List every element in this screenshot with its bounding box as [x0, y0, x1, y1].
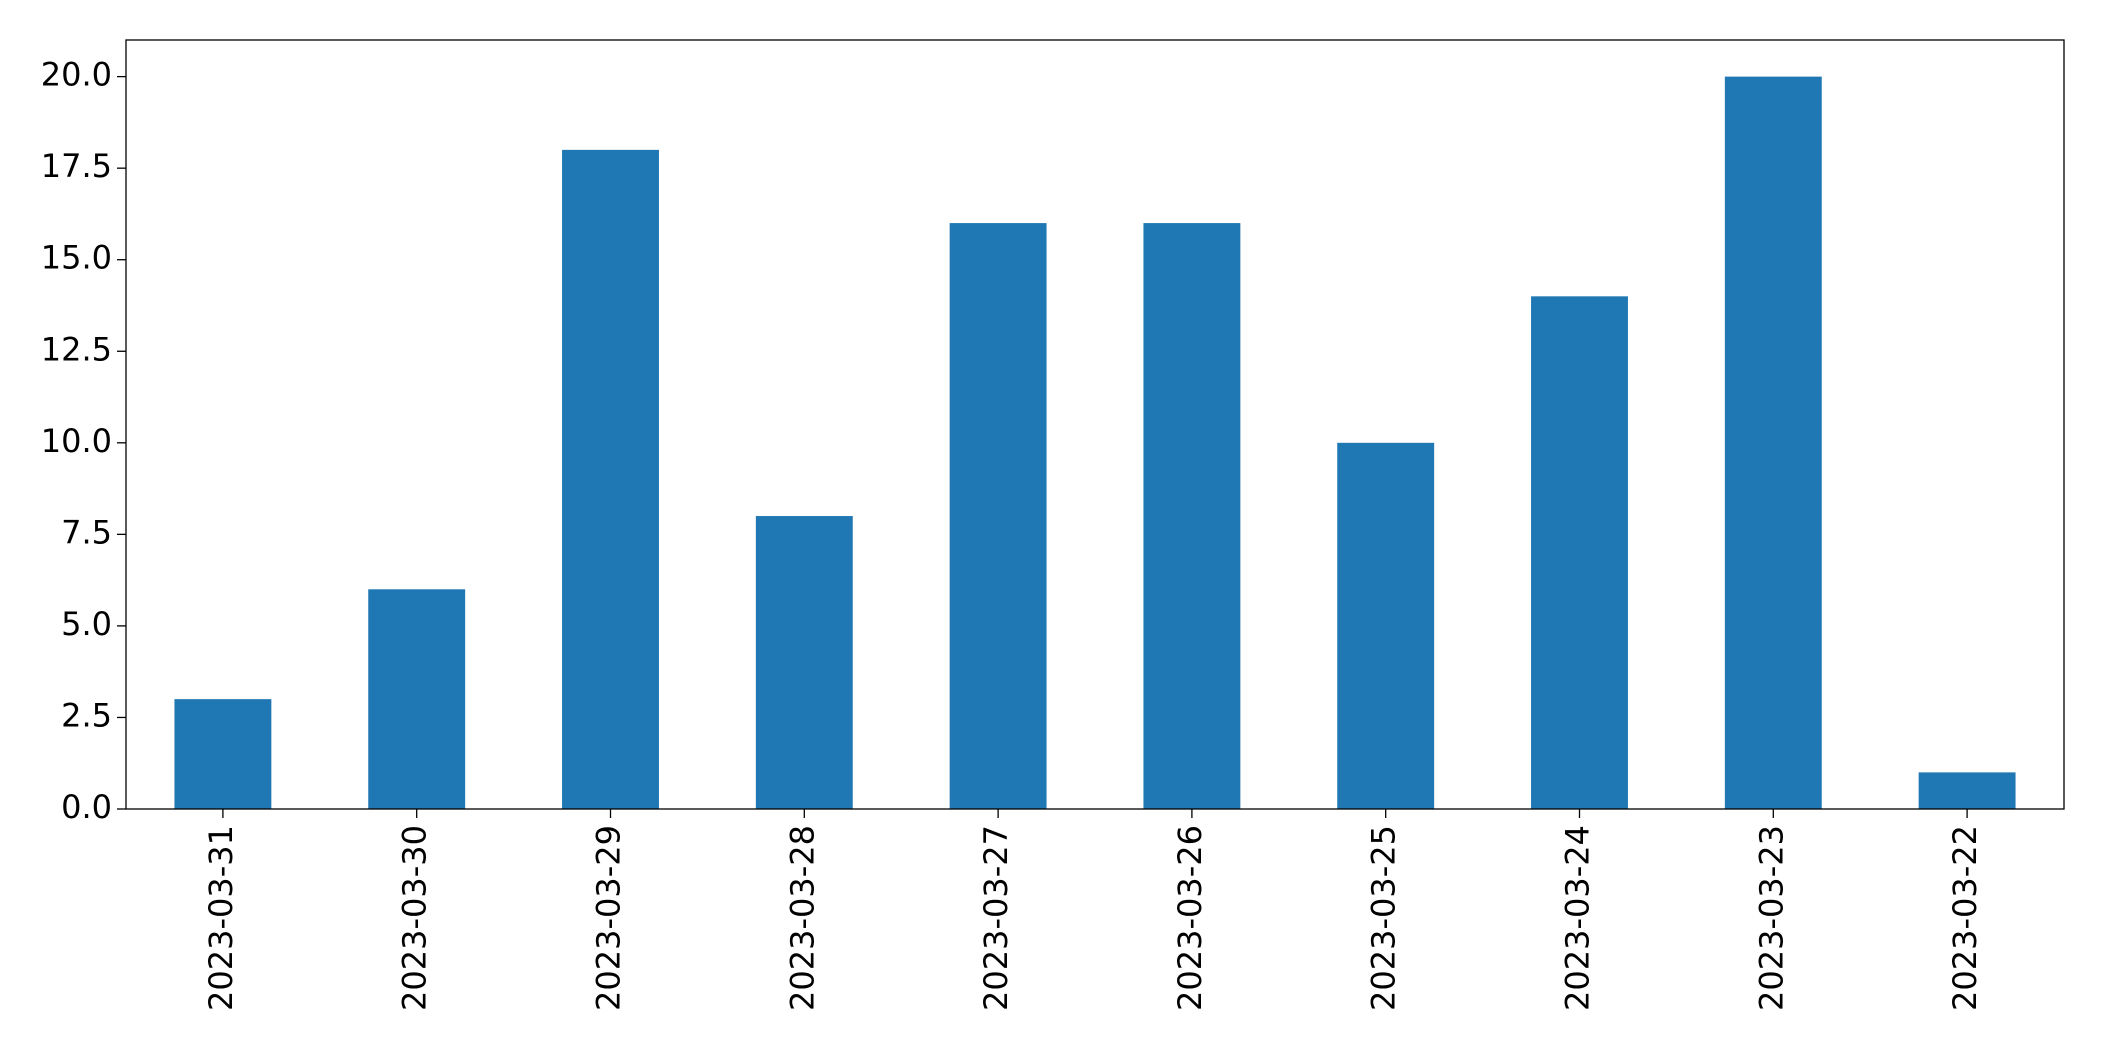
- x-tick-label: 2023-03-30: [396, 825, 434, 1011]
- x-tick-label: 2023-03-27: [977, 825, 1015, 1011]
- bar: [1337, 442, 1435, 809]
- y-tick-label: 15.0: [41, 239, 112, 277]
- x-tick-label: 2023-03-26: [1171, 825, 1209, 1011]
- y-tick-label: 2.5: [61, 696, 112, 734]
- x-tick-label: 2023-03-25: [1365, 825, 1403, 1011]
- bar: [1918, 772, 2016, 809]
- bar: [1143, 223, 1241, 810]
- bar: [1724, 76, 1822, 810]
- bar: [562, 149, 659, 809]
- x-tick-label: 2023-03-28: [783, 825, 821, 1011]
- bar: [949, 223, 1047, 810]
- x-tick-label: 2023-03-23: [1752, 825, 1790, 1011]
- bar: [174, 699, 272, 809]
- bar: [755, 516, 853, 809]
- y-tick-label: 0.0: [61, 788, 112, 826]
- y-tick-label: 20.0: [41, 56, 112, 94]
- y-tick-label: 7.5: [61, 513, 112, 551]
- y-tick-label: 17.5: [41, 147, 112, 185]
- x-tick-label: 2023-03-29: [590, 825, 628, 1011]
- y-tick-label: 10.0: [41, 422, 112, 460]
- plot-frame: [125, 39, 2065, 810]
- bar: [1531, 296, 1628, 809]
- y-tick-label: 5.0: [61, 605, 112, 643]
- y-tick-label: 12.5: [41, 330, 112, 368]
- x-tick-label: 2023-03-31: [202, 825, 240, 1011]
- bar: [368, 589, 466, 809]
- x-tick-label: 2023-03-24: [1559, 825, 1597, 1011]
- x-tick-label: 2023-03-22: [1946, 825, 1984, 1011]
